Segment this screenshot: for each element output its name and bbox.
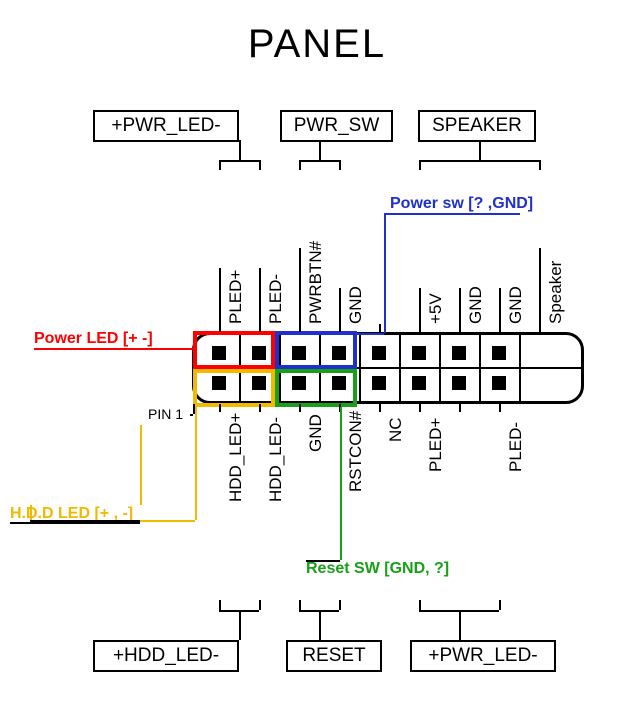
pwr-led-bot: +PWR_LED-	[410, 640, 556, 672]
group-green	[275, 369, 357, 407]
bot-pin-label-4: NC	[386, 417, 406, 442]
top-pin-label-1: PLED-	[266, 274, 286, 324]
pin-top-7	[492, 346, 506, 360]
speaker-top: SPEAKER	[418, 110, 536, 142]
pin-bot-6	[452, 376, 466, 390]
bot-pin-label-0: HDD_LED+	[226, 413, 246, 502]
pwr-led-top: +PWR_LED-	[93, 110, 239, 142]
panel-title: PANEL	[0, 22, 634, 67]
pin-bot-5	[412, 376, 426, 390]
pwr-sw-top: PWR_SW	[280, 110, 393, 142]
top-pin-label-2: PWRBTN#	[306, 241, 326, 324]
top-pin-label-8: Speaker	[546, 261, 566, 324]
bot-pin-label-2: GND	[306, 414, 326, 452]
top-pin-label-3: GND	[346, 286, 366, 324]
bot-pin-label-1: HDD_LED-	[266, 417, 286, 502]
pin-bot-4	[372, 376, 386, 390]
hdd-led-bot: +HDD_LED-	[93, 640, 239, 672]
reset-sw-ann: Reset SW [GND, ?]	[306, 560, 449, 578]
top-pin-label-5: +5V	[426, 293, 446, 324]
top-pin-label-7: GND	[506, 286, 526, 324]
group-blue	[275, 331, 357, 369]
pin-top-4	[372, 346, 386, 360]
power-sw-ann: Power sw [? ,GND]	[390, 195, 533, 213]
group-red	[193, 331, 275, 369]
pin-top-5	[412, 346, 426, 360]
reset-bot: RESET	[286, 640, 382, 672]
bot-pin-label-5: PLED+	[426, 418, 446, 472]
bot-pin-label-7: PLED-	[506, 422, 526, 472]
top-pin-label-0: PLED+	[226, 270, 246, 324]
group-yellow	[193, 369, 275, 407]
top-pin-label-6: GND	[466, 286, 486, 324]
power-led-ann: Power LED [+ -]	[34, 330, 153, 348]
pin-top-6	[452, 346, 466, 360]
pin-bot-7	[492, 376, 506, 390]
pin1-label: PIN 1	[148, 406, 183, 422]
bot-pin-label-3: RSTCON#	[346, 411, 366, 492]
